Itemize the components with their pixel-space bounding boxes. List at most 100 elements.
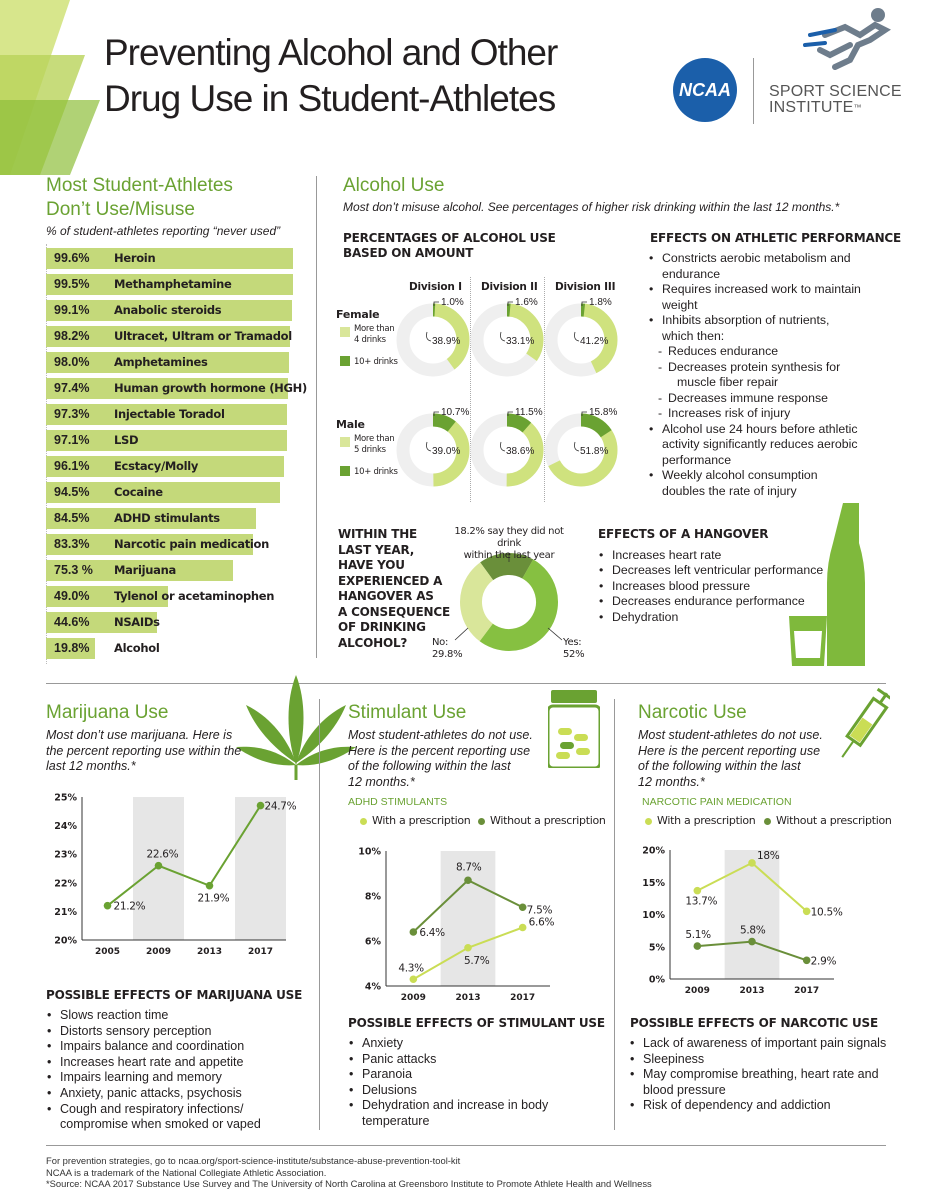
drug-bar-label: Heroin: [114, 251, 156, 265]
chart-point: [464, 876, 472, 885]
female-label: Female: [336, 308, 380, 321]
donut-ten-segment: [396, 303, 470, 377]
narcotic-effects-list: Lack of awareness of important pain sign…: [627, 1036, 897, 1114]
chart-x-tick: 2017: [510, 993, 535, 1003]
hangover-no-label: No: 29.8%: [432, 637, 463, 660]
footer: For prevention strategies, go to ncaa.or…: [46, 1155, 652, 1190]
female-legend-ten: 10+ drinks: [354, 357, 398, 367]
chart-x-tick: 2017: [794, 986, 819, 996]
donut-ten-label: 1.8%: [589, 297, 612, 308]
marijuana-effect: Increases heart rate and appetite: [44, 1055, 314, 1071]
donut-ten-segment: [396, 413, 470, 487]
stimulant-effect: Anxiety: [346, 1036, 606, 1052]
chart-data-label: 18%: [757, 850, 780, 862]
drug-bar-percent: 84.5%: [54, 511, 90, 525]
drug-bar-label: Alcohol: [114, 641, 160, 655]
drug-bar-percent: 83.3%: [54, 537, 90, 551]
chart-column-shade: [440, 851, 496, 986]
narcotic-effect: May compromise breathing, heart rate and…: [627, 1067, 897, 1098]
hangover-effect: Decreases left ventricular performance: [596, 563, 836, 579]
division-sep-2: [544, 277, 545, 502]
stimulant-effects-list: Anxiety Panic attacks Paranoia Delusions…: [346, 1036, 606, 1130]
legend-dot-with-n: [645, 818, 652, 825]
donut-ten-label: 1.0%: [441, 297, 464, 308]
footer-trademark: NCAA is a trademark of the National Coll…: [46, 1166, 327, 1178]
effect-item: Inhibits absorption of nutrients,which t…: [646, 313, 886, 344]
donut-ten-leader: [507, 301, 513, 306]
hangover-yes-leader: [547, 627, 563, 641]
donut-more-label: 41.2%: [580, 336, 608, 347]
drug-bar-percent: 19.8%: [54, 641, 90, 655]
stimulant-legend-with: With a prescription: [372, 814, 471, 827]
marijuana-effect: Impairs learning and memory: [44, 1070, 314, 1086]
legend-dot-without: [478, 818, 485, 825]
donut-ten-label: 11.5%: [515, 407, 543, 418]
drug-bar: 84.5% ADHD stimulants: [46, 508, 256, 529]
drug-bar: 97.4% Human growth hormone (HGH): [46, 378, 307, 399]
chart-data-label: 21.9%: [198, 893, 230, 905]
male-legend-ten: 10+ drinks: [354, 467, 398, 477]
chart-data-label: 6.4%: [419, 927, 445, 939]
drug-bar-percent: 97.4%: [54, 381, 90, 395]
stimulant-intro: Most student-athletes do not use. Here is…: [348, 728, 533, 789]
stimulant-effects-title: POSSIBLE EFFECTS OF STIMULANT USE: [348, 1016, 605, 1030]
donut-more-leader: [426, 331, 432, 342]
chart-y-tick: 23%: [54, 850, 77, 861]
narcotic-legend-with: With a prescription: [657, 814, 756, 827]
chart-y-tick: 10%: [358, 847, 381, 858]
drug-bar-percent: 99.6%: [54, 251, 90, 265]
drug-bar: 99.6% Heroin: [46, 248, 293, 269]
chart-data-label: 22.6%: [147, 849, 179, 861]
chart-point: [409, 975, 418, 984]
legend-dot-without-n: [764, 818, 771, 825]
hangover-no-leader: [454, 627, 469, 641]
marijuana-effect: Anxiety, panic attacks, psychosis: [44, 1086, 314, 1102]
footer-source: *Source: NCAA 2017 Substance Use Survey …: [46, 1178, 652, 1189]
chart-x-tick: 2009: [685, 986, 710, 996]
drug-bar-label: NSAIDs: [114, 615, 160, 629]
drug-bar-percent: 98.0%: [54, 355, 90, 369]
chart-y-tick: 4%: [365, 982, 382, 993]
chart-data-label: 4.3%: [398, 962, 424, 974]
chart-x-tick: 2005: [95, 947, 120, 957]
marijuana-effect: Distorts sensory perception: [44, 1024, 314, 1040]
chart-point: [518, 923, 527, 932]
syringe-icon: [841, 687, 890, 758]
stimulant-title: Stimulant Use: [348, 702, 467, 723]
hangover-effect: Increases blood pressure: [596, 579, 836, 595]
runner-icon: [803, 8, 891, 70]
chart-point: [154, 861, 163, 870]
chart-y-tick: 0%: [649, 975, 666, 986]
chart-point: [802, 907, 811, 916]
footer-prevention-link[interactable]: For prevention strategies, go to ncaa.or…: [46, 1155, 461, 1166]
donut-ten-segment: [470, 413, 544, 487]
drug-bar-percent: 98.2%: [54, 329, 90, 343]
column-divider: [316, 176, 317, 658]
drug-bar-percent: 75.3 %: [54, 563, 93, 577]
cannabis-leaf-icon: [236, 675, 356, 780]
hangover-effects-list: Increases heart rate Decreases left vent…: [596, 548, 836, 625]
narcotic-subheading: NARCOTIC PAIN MEDICATION: [642, 796, 792, 808]
drug-bar-percent: 44.6%: [54, 615, 90, 629]
chart-x-tick: 2009: [401, 993, 426, 1003]
drug-bar: 44.6% NSAIDs: [46, 612, 160, 633]
drug-bar: 99.1% Anabolic steroids: [46, 300, 292, 321]
drug-bar: 75.3 % Marijuana: [46, 560, 233, 581]
donut-ten-leader: [507, 411, 513, 416]
donut-more-label: 39.0%: [432, 446, 460, 457]
donut-more-leader: [500, 331, 506, 342]
hangover-effect: Increases heart rate: [596, 548, 836, 564]
chart-column-shade: [235, 797, 286, 940]
chart-x-tick: 2009: [146, 947, 171, 957]
bottle-glass-icon: [789, 503, 865, 666]
effect-subitem: Decreases immune response: [646, 391, 886, 407]
donut-ten-label: 10.7%: [441, 407, 469, 418]
pill-bottle-icon: [548, 690, 600, 768]
drug-bar-percent: 94.5%: [54, 485, 90, 499]
chart-data-label: 5.1%: [685, 929, 711, 941]
division-3-label: Division III: [555, 281, 616, 293]
drug-bar-percent: 99.1%: [54, 303, 90, 317]
